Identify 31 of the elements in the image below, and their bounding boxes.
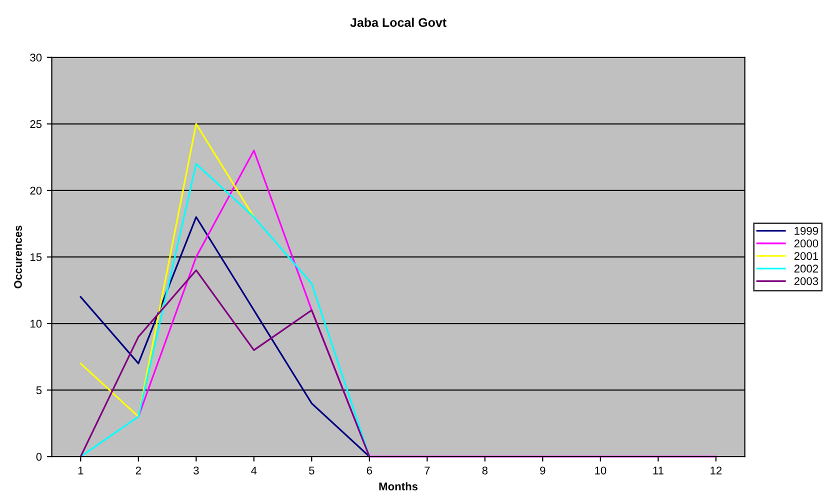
y-axis-title: Occurences [14,226,22,288]
legend-label: 2003 [794,277,818,286]
line-series [80,269,370,458]
x-tick-label: 2 [136,466,141,474]
y-tick-label: 30 [30,54,42,62]
y-tick-label: 20 [30,186,42,195]
y-tick-label: 0 [36,452,42,461]
legend-label: 2002 [794,264,818,273]
legend-label: 1999 [794,226,818,235]
line-series [80,216,370,458]
x-tick-label: 9 [540,466,546,474]
y-tick-label: 25 [30,120,42,128]
y-tick-label: 5 [36,386,42,394]
x-tick-label: 4 [251,466,257,474]
legend-label: 2001 [794,252,818,260]
x-tick-label: 7 [424,466,430,474]
legend-label: 2000 [794,240,818,248]
y-tick-label: 15 [30,253,42,262]
x-tick-label: 10 [595,466,606,474]
chart-title: Jaba Local Govt [350,18,446,27]
line-series [80,123,255,418]
x-axis-title: Months [379,482,418,490]
x-tick-label: 3 [193,466,199,474]
x-tick-label: 5 [309,466,314,474]
x-tick-label: 6 [366,466,372,474]
x-tick-label: 1 [78,466,84,474]
x-tick-label: 8 [482,466,488,474]
line-series [80,163,370,458]
x-tick-label: 12 [710,466,722,474]
x-tick-label: 11 [653,466,664,474]
y-tick-label: 10 [30,320,42,328]
